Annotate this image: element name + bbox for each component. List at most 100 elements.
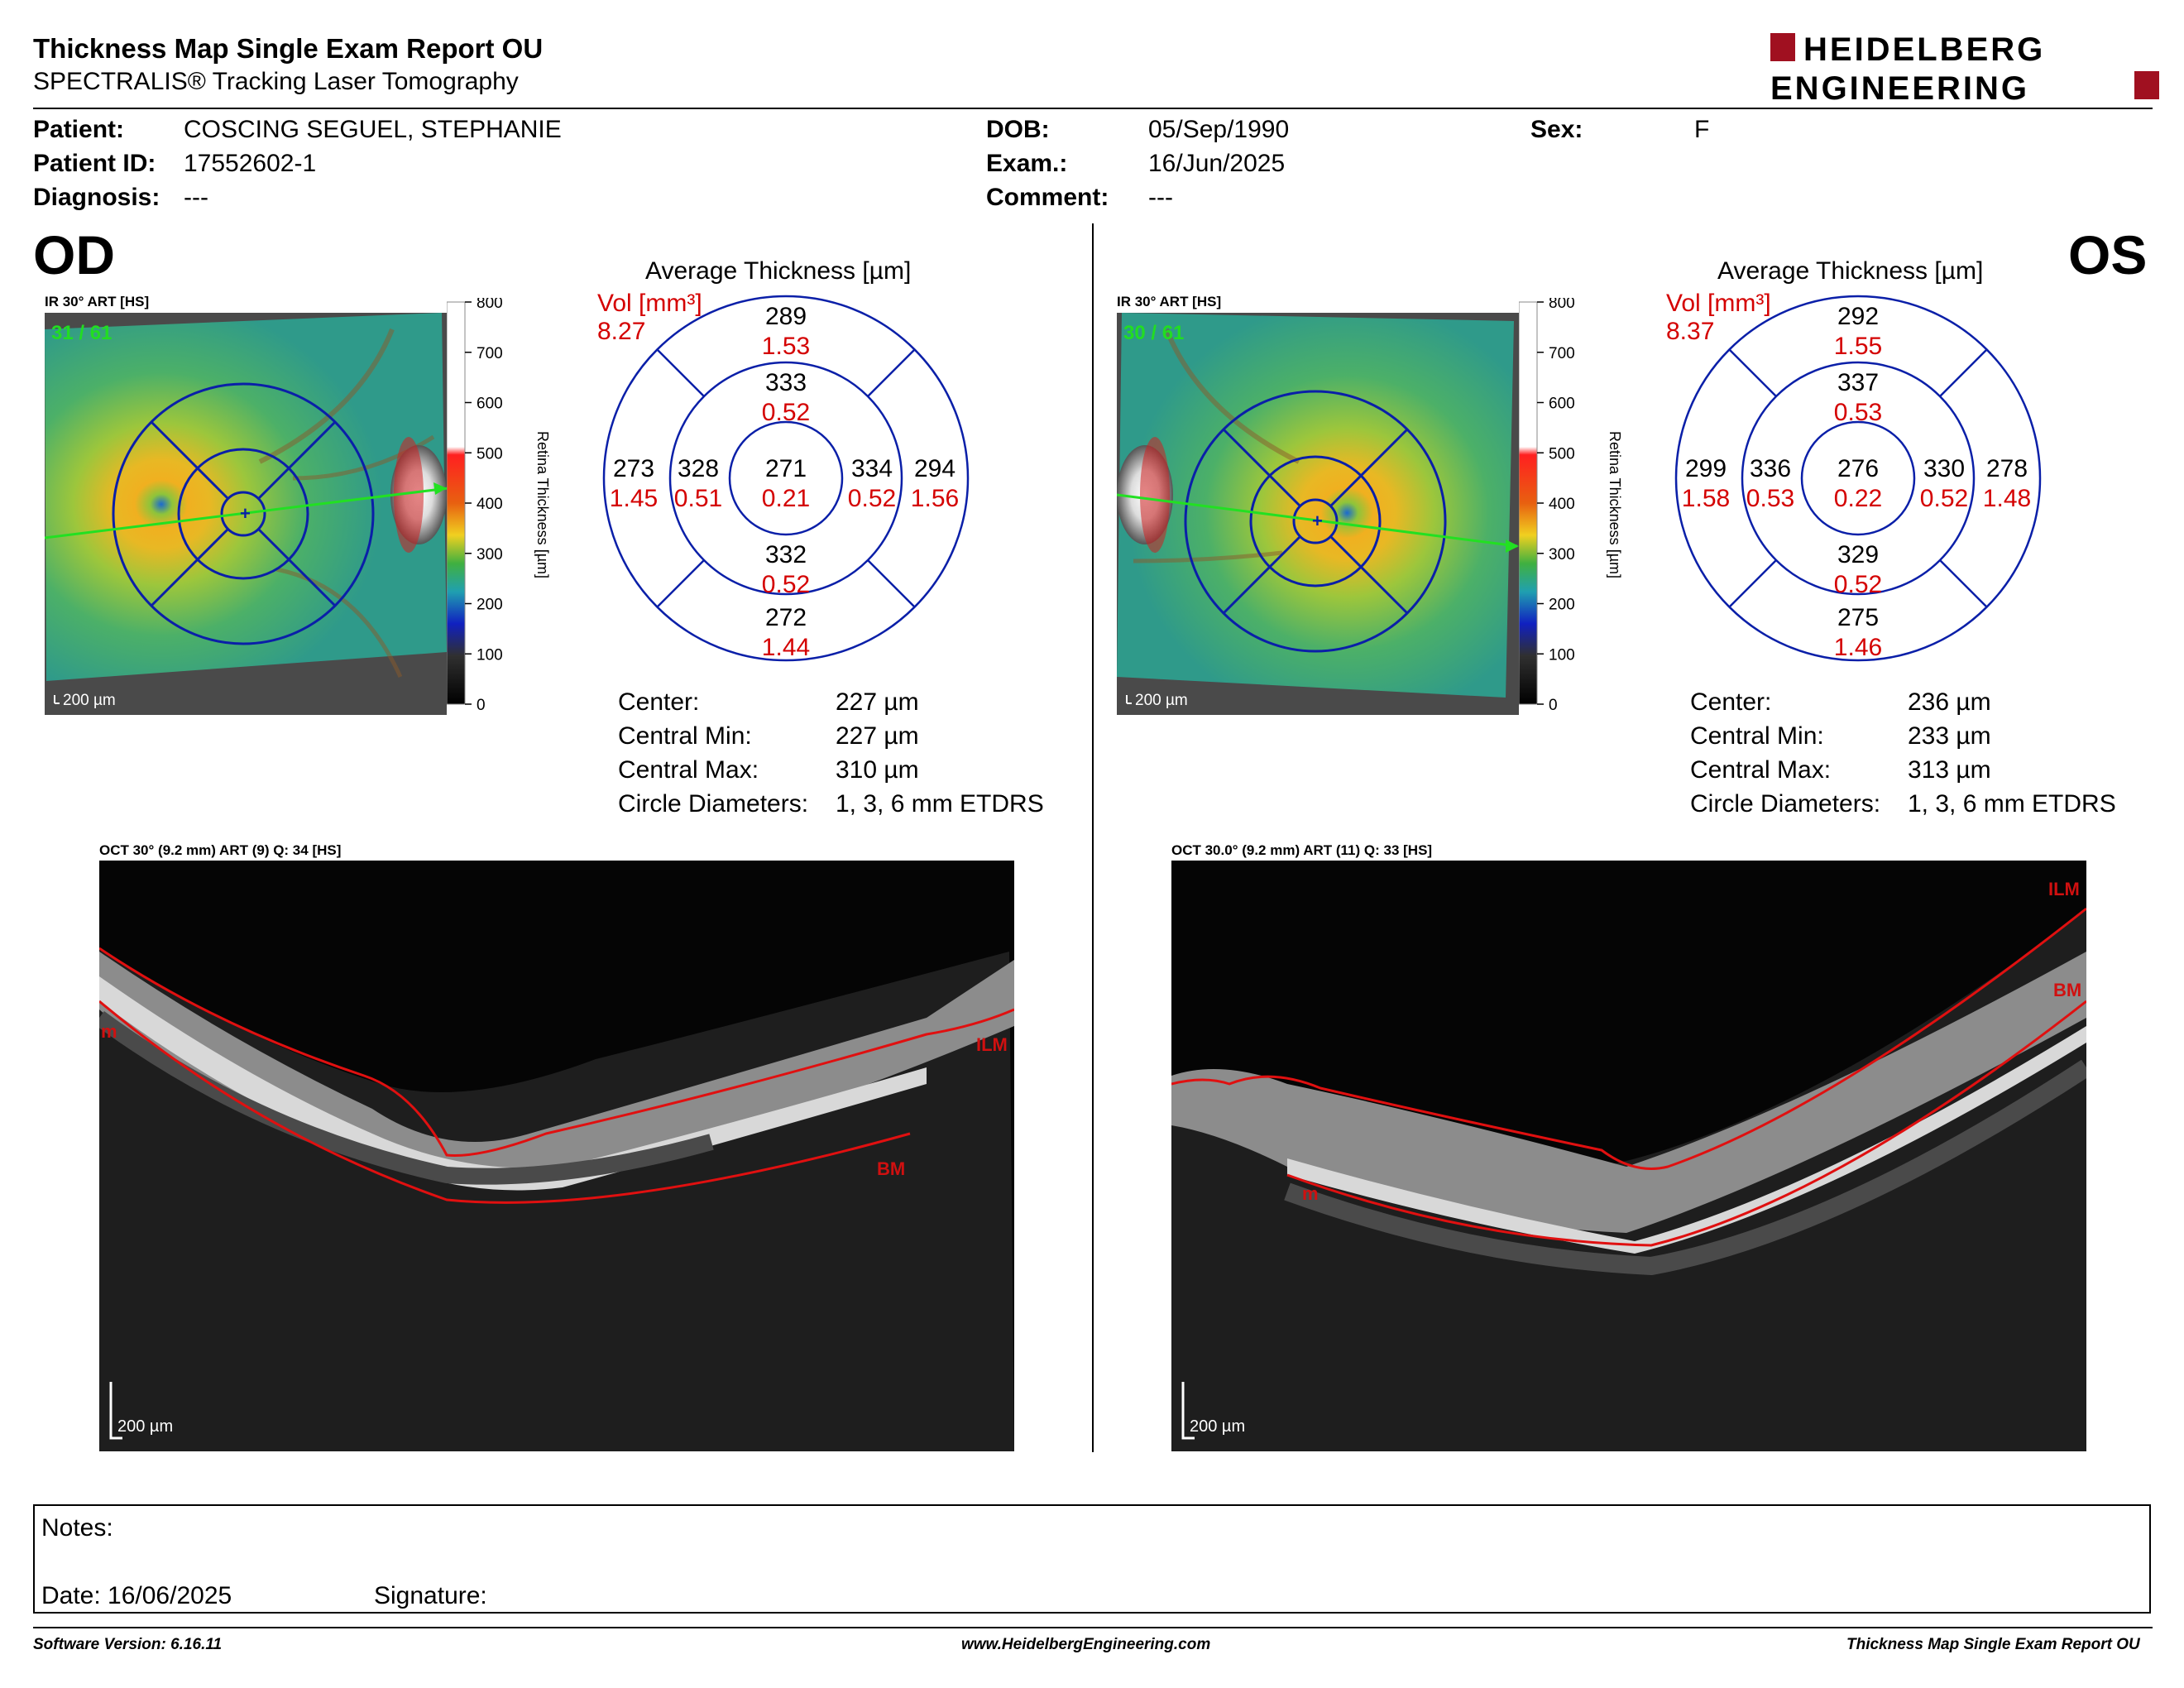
od-inner-right-volume: 0.52 [848,485,896,512]
os-outer-inf-volume: 1.46 [1834,634,1882,661]
notes-label: Notes: [41,1514,113,1542]
os-outer-inf-thickness: 275 [1837,604,1879,631]
os-inner-left-thickness: 336 [1750,455,1791,482]
dob-label: DOB: [986,116,1050,143]
od-center-label: Center: [618,688,700,716]
os-bm-tag: BM [2053,980,2081,1000]
os-oct-scan: ILM BM m 200 µm [1171,861,2086,1451]
od-colorbar-tick-label: 800 [477,298,503,312]
od-scan-arrow [433,482,447,495]
os-oct-label: OCT 30.0° (9.2 mm) ART (11) Q: 33 [HS] [1171,842,1433,858]
od-diam-label: Circle Diameters: [618,790,809,818]
diagnosis-label: Diagnosis: [33,184,160,211]
logo-line1: HEIDELBERG [1803,31,2045,68]
od-inner-left-thickness: 328 [678,455,719,482]
svg-text:+: + [240,503,251,524]
od-colorbar: 800 700 600 500 400 300 200 100 0 Retina Thickne… [447,298,551,714]
os-etdrs-values: Vol [mm³] 8.37 292 1.55 337 0.53 299 1.5… [1666,290,2042,662]
os-outer-left-thickness: 299 [1685,455,1727,482]
od-bm-tag: BM [877,1158,905,1179]
notes-date: Date: 16/06/2025 [41,1582,232,1609]
od-max-label: Central Max: [618,756,759,784]
os-inner-sup-volume: 0.53 [1834,399,1882,426]
os-colorbar-tick-label: 500 [1549,445,1575,463]
od-frames: 31 / 61 [51,322,112,344]
os-colorbar-tick-label: 400 [1549,496,1575,513]
od-colorbar-tick-label: 0 [477,697,486,714]
od-center-value: 227 µm [836,688,919,716]
os-colorbar-tick-label: 700 [1549,345,1575,362]
od-map-scale: 200 µm [63,692,116,709]
od-colorbar-tick-label: 100 [477,646,503,664]
os-diam-label: Circle Diameters: [1690,790,1881,818]
os-inner-sup-thickness: 337 [1837,369,1879,396]
od-inner-right-thickness: 334 [851,455,893,482]
exam-value: 16/Jun/2025 [1148,150,1286,177]
os-outer-left-volume: 1.58 [1682,485,1730,512]
od-etdrs-values: Vol [mm³] 8.27 289 1.53 333 0.52 273 1.4… [597,290,970,662]
eye-divider [1092,223,1094,1452]
od-center-thickness: 271 [765,455,807,482]
od-outer-sup-thickness: 289 [765,303,807,330]
os-colorbar: 800 700 600 500 400 300 200 100 0 Retina Thickne… [1519,298,1623,714]
os-center-volume: 0.22 [1834,485,1882,512]
sex-label: Sex: [1530,116,1583,143]
od-scan-line [45,487,447,539]
software-version: Software Version: 6.16.11 [33,1636,223,1653]
od-center-volume: 0.21 [762,485,810,512]
od-etdrs-grid [112,382,375,645]
notes-box [33,1504,2151,1614]
od-min-value: 227 µm [836,722,919,750]
od-colorbar-tick-label: 500 [477,445,503,463]
os-bm-line [1286,1000,2086,1247]
os-ilm-line [1171,907,2086,1170]
os-min-value: 233 µm [1908,722,1991,750]
exam-label: Exam.: [986,150,1068,177]
os-inner-left-volume: 0.53 [1746,485,1794,512]
od-inner-sup-thickness: 333 [765,369,807,396]
os-etdrs-grid [1184,390,1447,653]
od-min-label: Central Min: [618,722,752,750]
od-colorbar-tick-label: 200 [477,597,503,614]
footer-report-name: Thickness Map Single Exam Report OU [1846,1636,2140,1653]
os-inner-inf-volume: 0.52 [1834,571,1882,598]
os-ir-label: IR 30° ART [HS] [1117,294,1222,309]
od-oct-label: OCT 30° (9.2 mm) ART (9) Q: 34 [HS] [99,842,342,858]
od-outer-sup-volume: 1.53 [762,333,810,360]
od-colorbar-tick-label: 600 [477,396,503,413]
os-outer-right-thickness: 278 [1986,455,2028,482]
os-max-value: 313 µm [1908,756,1991,784]
os-scan-line [1117,493,1518,548]
dob-value: 05/Sep/1990 [1148,116,1290,143]
od-colorbar-label: Retina Thickness [µm] [534,431,551,578]
comment-label: Comment: [986,184,1109,211]
od-colorbar-tick-label: 700 [477,345,503,362]
od-oct-scale: 200 µm [117,1417,173,1436]
heidelberg-logo: HEIDELBERG ENGINEERING [1770,30,2159,107]
os-max-label: Central Max: [1690,756,1832,784]
os-outer-right-volume: 1.48 [1983,485,2031,512]
os-colorbar-tick-label: 100 [1549,646,1575,664]
od-inner-left-volume: 0.51 [674,485,722,512]
od-ilm-line [99,947,1014,1157]
os-vol-total: 8.37 [1666,318,1714,345]
od-ilm-tag: ILM [976,1034,1008,1055]
website-link[interactable]: www.HeidelbergEngineering.com [961,1636,1211,1653]
od-max-value: 310 µm [836,756,919,784]
header-divider [33,108,2153,109]
patient-id: 17552602-1 [184,150,317,177]
os-vol-label: Vol [mm³] [1666,290,1771,317]
od-bm-line [99,1000,911,1204]
os-map-scale: 200 µm [1135,692,1188,709]
os-center-label: Center: [1690,688,1772,716]
os-colorbar-tick-label: 300 [1549,546,1575,563]
od-outer-inf-volume: 1.44 [762,634,810,661]
os-center-value: 236 µm [1908,688,1991,716]
os-colorbar-label: Retina Thickness [µm] [1607,431,1623,578]
od-colorbar-tick-label: 300 [477,546,503,563]
od-m-tag: m [101,1021,117,1042]
od-grid-title: Average Thickness [µm] [645,257,912,285]
od-ir-label: IR 30° ART [HS] [45,294,150,309]
os-colorbar-tick-label: 200 [1549,597,1575,614]
os-center-thickness: 276 [1837,455,1879,482]
